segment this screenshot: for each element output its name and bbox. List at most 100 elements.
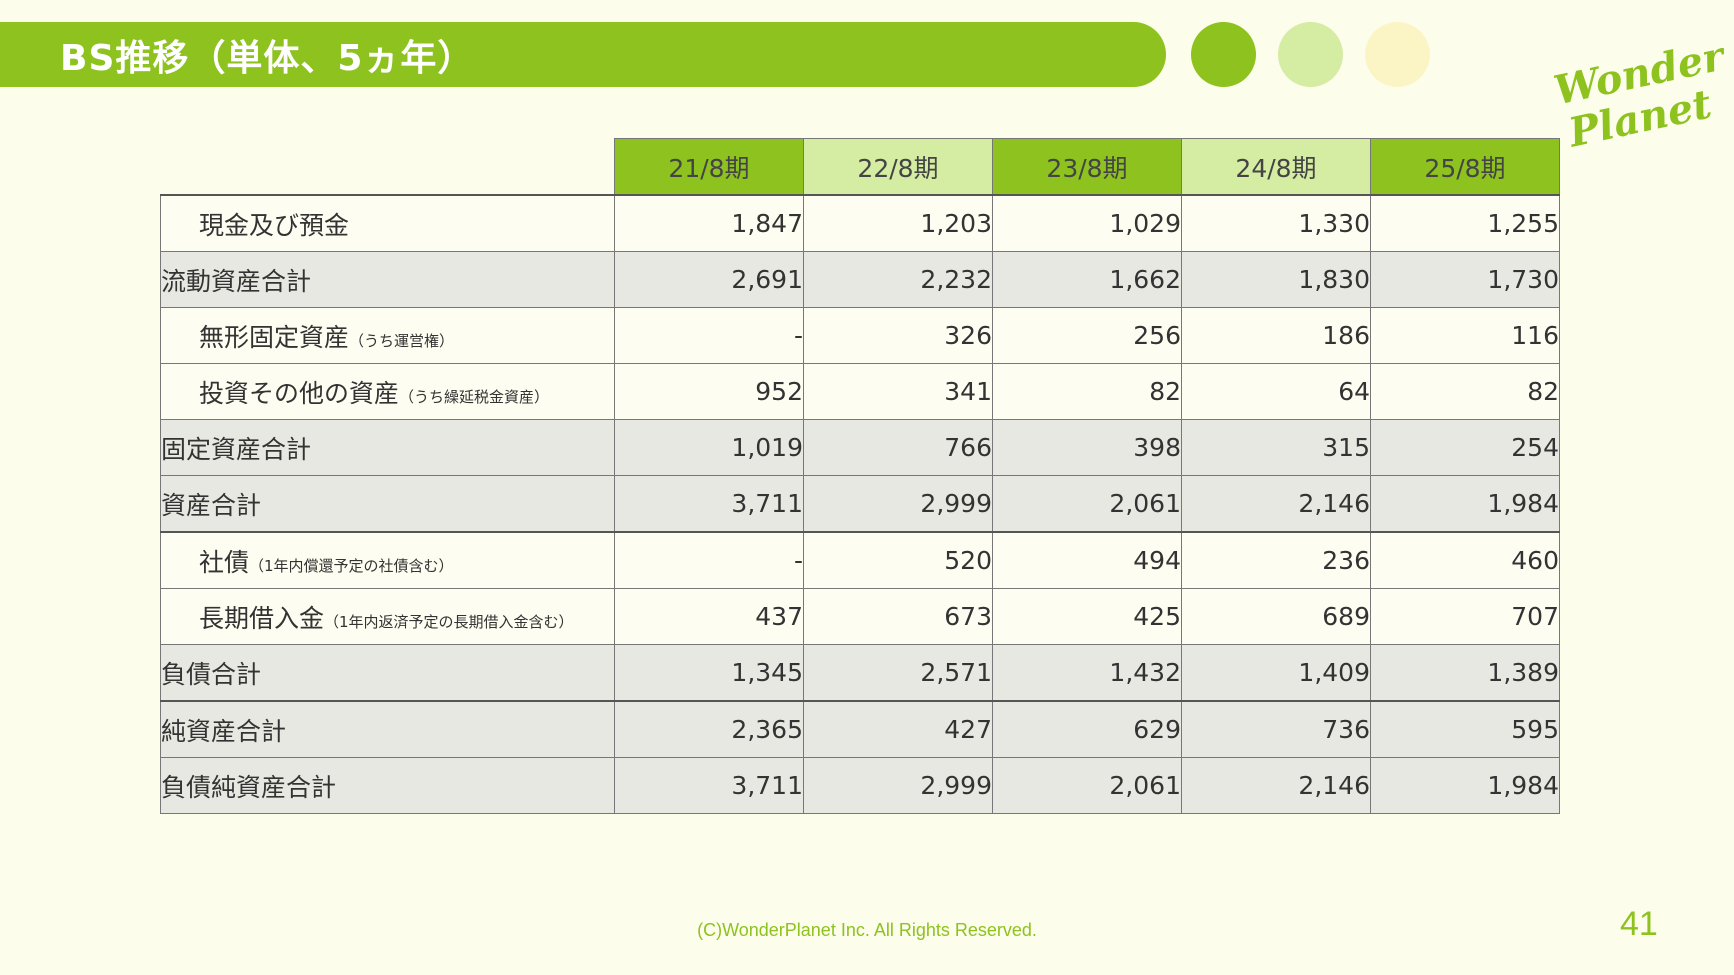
balance-sheet-table: 21/8期 22/8期 23/8期 24/8期 25/8期 現金及び預金 1,8… [160,138,1560,814]
row-label-text: 社債 [199,547,250,577]
table-row: 負債純資産合計 3,711 2,999 2,061 2,146 1,984 [160,757,1560,814]
row-label: 負債純資産合計 [160,757,615,814]
cell-value: 2,146 [1181,757,1371,814]
cell-value: 2,691 [614,251,804,308]
cell-value: 1,847 [614,194,804,252]
row-label-text: 投資その他の資産 [199,378,400,408]
row-label-text: 流動資産合計 [161,266,312,296]
row-label-text: 負債合計 [161,659,262,689]
decorative-dot-light [1278,22,1343,87]
cell-value: 629 [992,700,1182,758]
cell-value: 398 [992,419,1182,476]
cell-value: 2,146 [1181,475,1371,533]
row-label: 長期借入金（1年内返済予定の長期借入金含む） [160,588,615,645]
cell-value: 236 [1181,531,1371,589]
cell-value: 1,255 [1370,194,1560,252]
header-period: 24/8期 [1181,138,1371,196]
row-label-text: 現金及び預金 [199,210,350,240]
row-label: 固定資産合計 [160,419,615,476]
row-label: 純資産合計 [160,700,615,758]
row-label: 流動資産合計 [160,251,615,308]
decorative-dot-pale [1365,22,1430,87]
cell-value: - [614,307,804,364]
row-label-text: 純資産合計 [161,716,287,746]
cell-value: 689 [1181,588,1371,645]
header-period: 22/8期 [803,138,993,196]
cell-value: 326 [803,307,993,364]
cell-value: 3,711 [614,475,804,533]
cell-value: 341 [803,363,993,420]
header-period: 23/8期 [992,138,1182,196]
cell-value: 1,409 [1181,644,1371,702]
cell-value: 116 [1370,307,1560,364]
row-label-note: （1年内返済予定の長期借入金含む） [324,612,574,631]
cell-value: 952 [614,363,804,420]
page-number: 41 [1620,905,1658,943]
copyright-footer: (C)WonderPlanet Inc. All Rights Reserved… [697,920,1037,940]
cell-value: 1,662 [992,251,1182,308]
table-row: 純資産合計 2,365 427 629 736 595 [160,700,1560,758]
row-label: 社債（1年内償還予定の社債含む） [160,531,615,589]
cell-value: 2,571 [803,644,993,702]
cell-value: 64 [1181,363,1371,420]
table-row: 資産合計 3,711 2,999 2,061 2,146 1,984 [160,475,1560,533]
row-label-text: 固定資産合計 [161,434,312,464]
cell-value: 315 [1181,419,1371,476]
cell-value: 254 [1370,419,1560,476]
cell-value: 1,203 [803,194,993,252]
decorative-dot-dark [1191,22,1256,87]
table-row: 長期借入金（1年内返済予定の長期借入金含む） 437 673 425 689 7… [160,588,1560,645]
cell-value: 82 [992,363,1182,420]
header-empty-cell [160,138,615,196]
cell-value: 2,999 [803,757,993,814]
cell-value: 1,830 [1181,251,1371,308]
cell-value: 2,061 [992,757,1182,814]
header-period: 21/8期 [614,138,804,196]
cell-value: 494 [992,531,1182,589]
cell-value: 1,019 [614,419,804,476]
table-header-row: 21/8期 22/8期 23/8期 24/8期 25/8期 [160,138,1560,196]
cell-value: 186 [1181,307,1371,364]
cell-value: - [614,531,804,589]
cell-value: 1,330 [1181,194,1371,252]
cell-value: 2,999 [803,475,993,533]
row-label: 無形固定資産（うち運営権） [160,307,615,364]
page-title: BS推移（単体、5ヵ年） [60,37,475,79]
row-label: 資産合計 [160,475,615,533]
cell-value: 520 [803,531,993,589]
cell-value: 595 [1370,700,1560,758]
cell-value: 2,232 [803,251,993,308]
row-label-note: （うち繰延税金資産） [399,387,550,406]
cell-value: 1,984 [1370,475,1560,533]
cell-value: 736 [1181,700,1371,758]
row-label: 現金及び預金 [160,194,615,252]
cell-value: 1,389 [1370,644,1560,702]
cell-value: 1,432 [992,644,1182,702]
cell-value: 437 [614,588,804,645]
table-row: 無形固定資産（うち運営権） - 326 256 186 116 [160,307,1560,364]
row-label-text: 負債純資産合計 [161,772,337,802]
title-bar: BS推移（単体、5ヵ年） [0,22,1166,87]
row-label: 投資その他の資産（うち繰延税金資産） [160,363,615,420]
cell-value: 2,061 [992,475,1182,533]
row-label-note: （1年内償還予定の社債含む） [249,556,454,575]
row-label: 負債合計 [160,644,615,702]
cell-value: 1,345 [614,644,804,702]
table-row: 固定資産合計 1,019 766 398 315 254 [160,419,1560,476]
table-row: 流動資産合計 2,691 2,232 1,662 1,830 1,730 [160,251,1560,308]
cell-value: 1,984 [1370,757,1560,814]
cell-value: 2,365 [614,700,804,758]
cell-value: 460 [1370,531,1560,589]
table-row: 社債（1年内償還予定の社債含む） - 520 494 236 460 [160,531,1560,589]
row-label-text: 無形固定資産 [199,322,350,352]
table-row: 負債合計 1,345 2,571 1,432 1,409 1,389 [160,644,1560,702]
cell-value: 3,711 [614,757,804,814]
cell-value: 766 [803,419,993,476]
cell-value: 256 [992,307,1182,364]
cell-value: 425 [992,588,1182,645]
cell-value: 427 [803,700,993,758]
wonderplanet-logo: Wonder Planet [1548,33,1728,157]
cell-value: 1,730 [1370,251,1560,308]
row-label-text: 資産合計 [161,490,262,520]
row-label-note: （うち運営権） [349,331,455,350]
